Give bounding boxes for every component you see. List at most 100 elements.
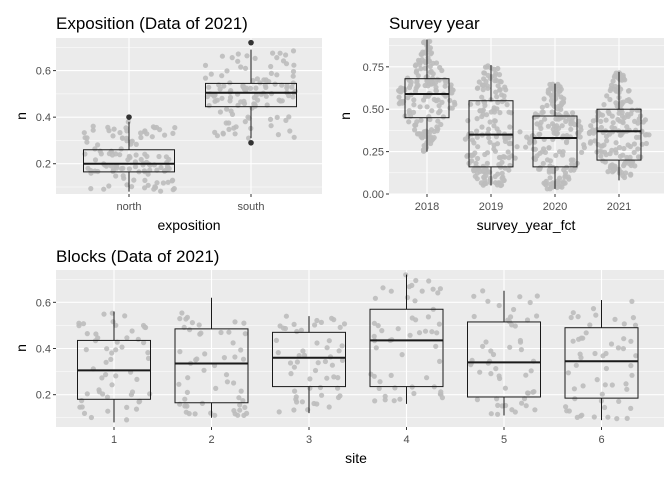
data-point [290, 48, 297, 54]
data-point [199, 400, 205, 406]
data-point [528, 368, 534, 374]
chart-title: Blocks (Data of 2021) [56, 247, 219, 266]
data-point [406, 85, 413, 91]
data-point [326, 404, 332, 410]
chart-title: Exposition (Data of 2021) [56, 14, 248, 33]
data-point [294, 328, 300, 335]
data-point [246, 135, 252, 141]
data-point [284, 83, 290, 89]
data-point [547, 175, 553, 181]
data-point [270, 50, 276, 56]
data-point [141, 340, 147, 346]
data-point [428, 51, 434, 57]
data-point [226, 126, 232, 132]
x-tick-label: 3 [306, 434, 312, 446]
data-point [230, 340, 236, 346]
data-point [240, 398, 246, 404]
data-point [419, 131, 425, 137]
data-point [114, 165, 120, 171]
data-point [246, 115, 252, 121]
data-point [628, 171, 634, 177]
data-point [603, 365, 610, 372]
data-point [614, 416, 620, 422]
data-point [492, 73, 498, 79]
data-point [613, 100, 619, 106]
data-point [227, 80, 233, 86]
data-point [633, 134, 640, 140]
data-point [253, 92, 259, 98]
data-point [84, 139, 90, 145]
data-point [397, 396, 403, 402]
data-point [462, 136, 468, 142]
data-point [434, 124, 440, 130]
data-point [627, 154, 633, 160]
data-point [103, 372, 109, 378]
x-tick-label: 2018 [415, 201, 439, 213]
data-point [434, 128, 440, 134]
data-point [564, 138, 570, 144]
data-point [561, 96, 567, 102]
data-point [242, 404, 248, 410]
data-point [99, 375, 105, 381]
data-point [478, 180, 484, 186]
data-point [379, 328, 385, 334]
data-point [468, 362, 474, 368]
data-point [421, 39, 427, 45]
data-point [534, 153, 540, 159]
data-point [319, 392, 325, 398]
data-point [131, 177, 137, 183]
data-point [624, 124, 630, 130]
data-point [122, 313, 128, 319]
data-point [329, 315, 335, 321]
data-point [187, 327, 193, 333]
data-point [77, 404, 83, 410]
outlier-point [126, 114, 132, 120]
data-point [275, 350, 281, 356]
data-point [312, 367, 319, 374]
data-point [544, 157, 551, 163]
x-tick-label: south [238, 201, 265, 213]
data-point [609, 382, 615, 388]
data-point [534, 313, 540, 319]
data-point [171, 186, 177, 192]
data-point [557, 84, 563, 90]
data-point [244, 53, 250, 59]
data-point [491, 123, 497, 129]
data-point [170, 177, 176, 183]
data-point [625, 142, 631, 148]
data-point [579, 149, 585, 155]
data-point [229, 55, 235, 61]
data-point [133, 141, 139, 147]
data-point [421, 97, 427, 103]
data-point [477, 168, 483, 175]
data-point [238, 347, 244, 353]
data-point [125, 119, 131, 125]
data-point [539, 104, 546, 110]
data-point [624, 415, 630, 421]
data-point [109, 350, 115, 356]
data-point [602, 404, 608, 411]
data-point [492, 118, 498, 124]
data-point [290, 94, 296, 100]
data-point [202, 62, 209, 68]
data-point [177, 349, 183, 355]
data-point [411, 97, 417, 103]
data-point [299, 399, 305, 405]
data-point [410, 109, 417, 115]
data-point [279, 98, 285, 104]
y-tick-label: 0.6 [36, 66, 51, 78]
data-point [436, 321, 442, 327]
data-point [176, 381, 182, 387]
data-point [226, 120, 232, 126]
data-point [485, 298, 491, 304]
y-tick-label: 0.4 [36, 344, 51, 356]
data-point [502, 154, 508, 160]
data-point [621, 321, 627, 327]
data-point [568, 126, 574, 132]
data-point [96, 389, 102, 395]
data-point [312, 322, 318, 328]
data-point [266, 79, 272, 85]
data-point [283, 313, 289, 319]
data-point [396, 94, 402, 100]
y-tick-label: 0.4 [36, 112, 51, 124]
